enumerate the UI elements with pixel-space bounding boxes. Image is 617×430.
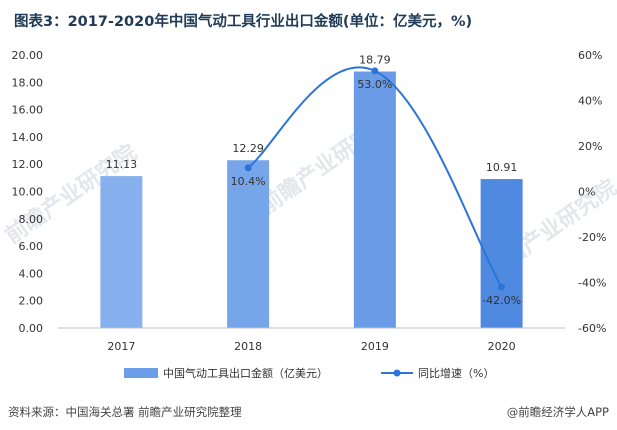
right-tick-label: 40% <box>578 95 602 108</box>
bar-2017 <box>100 176 143 328</box>
line-series: 10.4% 53.0% -42.0% <box>231 66 521 307</box>
bar-value-label: 12.29 <box>232 142 264 155</box>
growth-value-label: -42.0% <box>482 294 521 307</box>
left-axis: 0.00 2.00 4.00 6.00 8.00 10.00 12.00 14.00 16.00… <box>12 49 44 335</box>
legend-line-label: 同比增速（%） <box>418 366 494 380</box>
right-tick-label: 60% <box>578 49 602 62</box>
brand-label: @前瞻经济学人APP <box>506 405 609 419</box>
bar-2020 <box>480 179 523 328</box>
left-tick-label: 18.00 <box>12 76 44 89</box>
bar-series: 11.13 12.29 18.79 10.91 <box>100 54 523 328</box>
legend-line-marker <box>393 369 401 377</box>
right-tick-label: -40% <box>578 277 606 290</box>
left-tick-label: 16.00 <box>12 104 44 117</box>
growth-point-2020 <box>498 283 506 291</box>
left-tick-label: 12.00 <box>12 158 44 171</box>
right-tick-label: 20% <box>578 140 602 153</box>
growth-value-label: 53.0% <box>357 78 392 91</box>
right-tick-label: 0% <box>578 186 595 199</box>
x-axis: 2017 2018 2019 2020 <box>58 327 565 353</box>
right-axis: -60% -40% -20% 0% 20% 40% 60% <box>578 49 606 335</box>
growth-point-2018 <box>244 164 252 172</box>
left-tick-label: 14.00 <box>12 131 44 144</box>
left-tick-label: 2.00 <box>19 295 44 308</box>
x-tick-label: 2017 <box>107 340 135 353</box>
left-tick-label: 20.00 <box>12 49 44 62</box>
bar-2018 <box>227 160 270 328</box>
left-tick-label: 6.00 <box>19 240 44 253</box>
growth-value-label: 10.4% <box>231 175 266 188</box>
right-tick-label: -60% <box>578 322 606 335</box>
left-tick-label: 10.00 <box>12 186 44 199</box>
legend-bar-swatch <box>124 368 158 378</box>
source-note: 资料来源：中国海关总署 前瞻产业研究院整理 <box>8 405 242 419</box>
right-tick-label: -20% <box>578 231 606 244</box>
legend-bar-label: 中国气动工具出口金额（亿美元） <box>163 366 328 380</box>
left-tick-label: 0.00 <box>19 322 44 335</box>
chart-title: 图表3：2017-2020年中国气动工具行业出口金额(单位：亿美元，%) <box>14 14 473 30</box>
left-tick-label: 8.00 <box>19 213 44 226</box>
bar-value-label: 18.79 <box>359 54 391 67</box>
bar-value-label: 11.13 <box>106 158 138 171</box>
left-tick-label: 4.00 <box>19 267 44 280</box>
x-tick-label: 2019 <box>361 340 389 353</box>
x-tick-label: 2020 <box>488 340 516 353</box>
legend: 中国气动工具出口金额（亿美元） 同比增速（%） <box>124 366 494 380</box>
x-tick-label: 2018 <box>234 340 262 353</box>
bar-2019 <box>353 71 396 328</box>
growth-point-2019 <box>371 67 379 75</box>
bar-value-label: 10.91 <box>486 161 518 174</box>
